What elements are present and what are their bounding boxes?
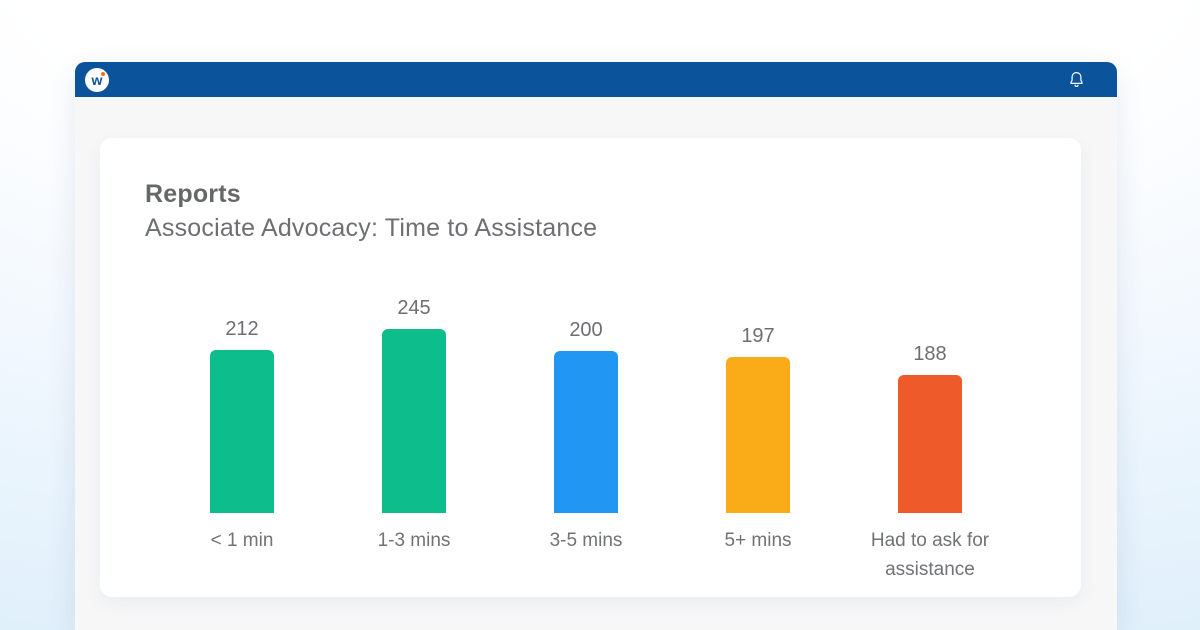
bar-value-label: 212 <box>225 318 259 340</box>
bar-category-label: 1-3 mins <box>377 530 451 551</box>
bar-stack: 188 <box>844 288 1016 513</box>
bar-stack: 245 <box>328 288 500 513</box>
bar-chart: 212 < 1 min 245 1-3 mins 200 3-5 mins 197 5+ mi… <box>156 288 1016 584</box>
app-titlebar: w <box>75 62 1117 97</box>
page-title: Reports <box>145 180 241 208</box>
bar-column: 245 1-3 mins <box>328 288 500 584</box>
bar <box>210 350 274 513</box>
bar-column: 200 3-5 mins <box>500 288 672 584</box>
bar <box>382 329 446 513</box>
notification-bell-icon[interactable] <box>1068 71 1084 89</box>
bar-stack: 197 <box>672 288 844 513</box>
bar-category-label: 5+ mins <box>724 530 792 551</box>
bar-value-label: 197 <box>741 325 775 347</box>
app-logo[interactable]: w <box>85 67 109 92</box>
bar-stack: 212 <box>156 288 328 513</box>
bar-column: 212 < 1 min <box>156 288 328 584</box>
report-card: Reports Associate Advocacy: Time to Assi… <box>100 138 1081 597</box>
bar <box>554 351 618 513</box>
bar <box>898 375 962 513</box>
logo-letter: w <box>91 72 103 88</box>
bar-column: 188 Had to ask for assistance <box>844 288 1016 584</box>
bar-value-label: 188 <box>913 343 947 365</box>
bar-column: 197 5+ mins <box>672 288 844 584</box>
bar-stack: 200 <box>500 288 672 513</box>
bar <box>726 357 790 513</box>
bar-category-label: Had to ask for assistance <box>870 530 990 580</box>
bar-value-label: 200 <box>569 319 603 341</box>
logo-dot-icon <box>101 71 105 76</box>
bar-value-label: 245 <box>397 297 431 319</box>
app-window: w Reports Associate Advocacy: Time to As… <box>75 62 1117 630</box>
report-card-header: Reports Associate Advocacy: Time to Assi… <box>100 138 1081 243</box>
report-subtitle: Associate Advocacy: Time to Assistance <box>145 214 598 242</box>
bar-category-label: < 1 min <box>210 530 274 551</box>
bar-category-label: 3-5 mins <box>549 530 623 551</box>
